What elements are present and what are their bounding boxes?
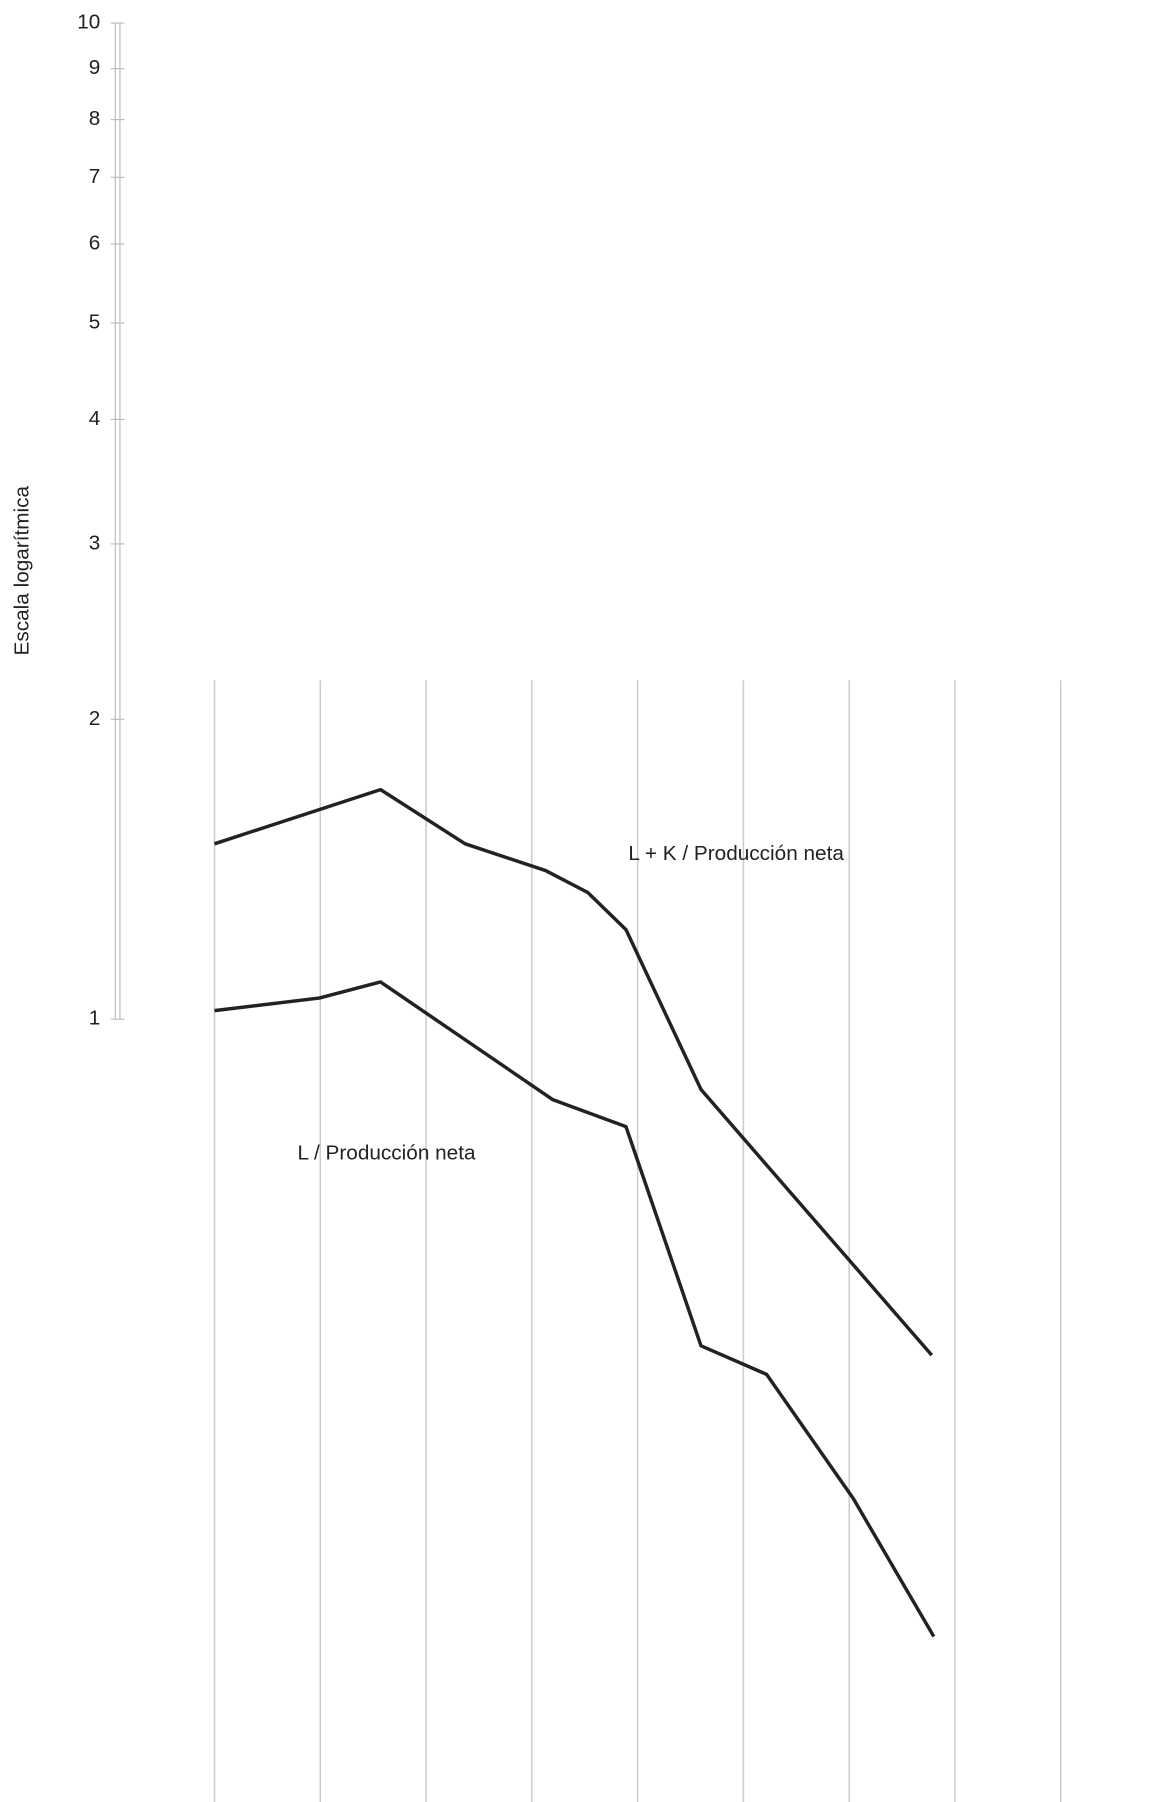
y-tick-label: 8 [89, 107, 101, 130]
series-label: L / Producción neta [297, 1142, 475, 1165]
y-axis-label: Escala logarítmica [11, 485, 34, 655]
y-tick-label: 9 [89, 56, 101, 79]
data-line [213, 787, 934, 1357]
y-tick-label: 4 [89, 407, 101, 430]
y-tick-label: 2 [89, 707, 101, 730]
y-tick-label: 10 [77, 11, 100, 34]
series-label: L + K / Producción neta [628, 842, 844, 865]
y-tick-label: 1 [89, 1007, 101, 1030]
y-tick-label: 6 [89, 232, 101, 255]
y-tick-label: 5 [89, 310, 101, 333]
y-tick-label: 7 [89, 165, 101, 188]
y-tick-label: 3 [89, 531, 101, 554]
data-line [214, 980, 936, 1638]
